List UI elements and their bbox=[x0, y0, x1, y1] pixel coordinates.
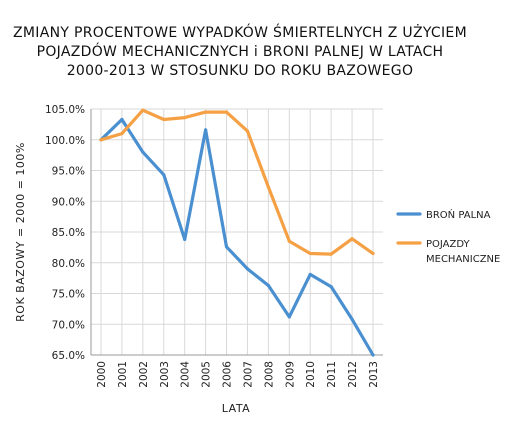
series-1-point bbox=[224, 110, 229, 114]
legend-label: POJAZDY bbox=[426, 239, 471, 250]
series-1-point bbox=[162, 117, 166, 122]
series-1-point bbox=[371, 251, 375, 256]
series-0-point bbox=[120, 117, 124, 122]
series-1-point bbox=[99, 138, 103, 142]
series-0-point bbox=[287, 315, 291, 319]
chart-title: ZMIANY PROCENTOWE WYPADKÓW ŚMIERTELNYCH … bbox=[13, 23, 467, 79]
y-tick-label: 80.0% bbox=[52, 258, 85, 270]
series-1-point bbox=[120, 132, 124, 136]
series-1-point bbox=[308, 251, 312, 256]
y-tick-label: 90.0% bbox=[52, 196, 85, 208]
series-0-point bbox=[162, 173, 166, 177]
series-0-point bbox=[224, 245, 229, 249]
series-1-point bbox=[287, 239, 291, 243]
series-0-point bbox=[204, 128, 208, 132]
y-axis-ticks: 65.0% 70.0% 75.0% 80.0% 85.0% 90.0% 95.0% 100.0… bbox=[45, 104, 85, 362]
x-tick-label: 2009 bbox=[284, 361, 296, 388]
series-lines bbox=[99, 108, 375, 357]
legend-label: MECHANICZNE bbox=[426, 254, 500, 265]
legend: BROŃ PALNA POJAZDY MECHANICZNE bbox=[396, 208, 500, 265]
x-tick-label: 2001 bbox=[117, 361, 129, 388]
series-1-point bbox=[266, 185, 270, 189]
x-axis-label: LATA bbox=[222, 402, 250, 415]
series-1-point bbox=[245, 129, 250, 133]
series-0-point bbox=[329, 285, 333, 289]
y-tick-label: 95.0% bbox=[52, 166, 85, 178]
series-0-point bbox=[308, 272, 312, 277]
x-tick-label: 2003 bbox=[159, 361, 171, 388]
y-tick-label: 65.0% bbox=[52, 350, 85, 362]
y-tick-label: 85.0% bbox=[52, 227, 85, 239]
series-1-point bbox=[183, 116, 187, 120]
series-1-point bbox=[204, 110, 208, 114]
x-tick-label: 2006 bbox=[222, 361, 234, 388]
x-tick-label: 2000 bbox=[96, 361, 108, 388]
series-1-point bbox=[329, 252, 333, 256]
chart-grid bbox=[90, 108, 383, 356]
x-tick-label: 2007 bbox=[242, 361, 254, 388]
x-tick-label: 2010 bbox=[305, 361, 317, 388]
series-0-point bbox=[245, 267, 250, 271]
series-line-1 bbox=[99, 108, 375, 256]
y-tick-label: 105.0% bbox=[45, 104, 85, 116]
series-0-point bbox=[371, 353, 375, 357]
y-tick-label: 70.0% bbox=[52, 319, 85, 331]
series-1-point bbox=[141, 108, 145, 112]
chart-title-line: POJAZDÓW MECHANICZNYCH i BRONI PALNEJ W … bbox=[37, 42, 444, 60]
series-line-0 bbox=[99, 117, 375, 357]
series-1-point bbox=[350, 237, 354, 241]
chart-title-line: 2000-2013 W STOSUNKU DO ROKU BAZOWEGO bbox=[67, 63, 414, 79]
x-tick-label: 2011 bbox=[326, 361, 338, 388]
series-0-point bbox=[266, 283, 270, 288]
x-axis-ticks: 2000 2001 2002 2003 2004 2005 2006 2007 2008 2009… bbox=[96, 361, 380, 388]
x-tick-label: 2008 bbox=[263, 361, 275, 388]
x-tick-label: 2012 bbox=[347, 361, 359, 388]
x-tick-label: 2013 bbox=[368, 361, 380, 388]
y-tick-label: 100.0% bbox=[45, 135, 85, 147]
x-tick-label: 2002 bbox=[138, 361, 150, 388]
series-0-point bbox=[183, 237, 187, 241]
series-0-point bbox=[141, 150, 145, 154]
x-tick-label: 2005 bbox=[201, 361, 213, 388]
y-axis-label: ROK BAZOWY = 2000 = 100% bbox=[14, 142, 27, 322]
y-tick-label: 75.0% bbox=[52, 289, 85, 301]
x-tick-label: 2004 bbox=[180, 361, 192, 388]
legend-label: BROŃ PALNA bbox=[426, 208, 491, 221]
series-0-point bbox=[350, 317, 354, 321]
chart-title-line: ZMIANY PROCENTOWE WYPADKÓW ŚMIERTELNYCH … bbox=[13, 23, 467, 41]
